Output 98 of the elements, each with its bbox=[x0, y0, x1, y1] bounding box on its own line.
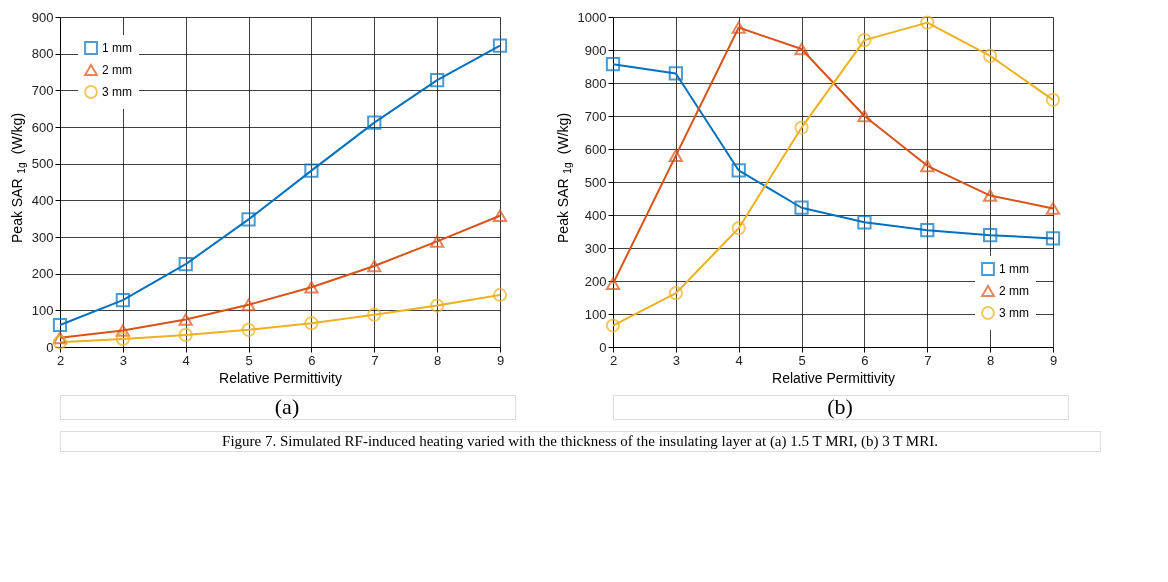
point bbox=[857, 109, 872, 123]
point bbox=[241, 298, 256, 312]
y-axis-title: Peak SAR1g (W/kg) bbox=[9, 112, 28, 243]
y-tick-label: 900 bbox=[584, 42, 607, 58]
point bbox=[857, 215, 872, 230]
point bbox=[52, 317, 68, 333]
x-tick-label: 7 bbox=[924, 352, 932, 368]
y-tick-label: 0 bbox=[599, 339, 607, 355]
x-tick-label: 7 bbox=[371, 352, 379, 368]
x-tick-label: 2 bbox=[609, 352, 618, 368]
y-tick-label: 600 bbox=[31, 119, 54, 135]
x-axis-title: Relative Permittivity bbox=[772, 369, 895, 386]
point bbox=[367, 259, 382, 273]
point bbox=[857, 32, 872, 48]
x-tick-label: 3 bbox=[119, 352, 127, 368]
point bbox=[178, 313, 193, 326]
point bbox=[430, 72, 445, 88]
point bbox=[430, 235, 445, 248]
point bbox=[920, 159, 935, 173]
point bbox=[304, 316, 319, 331]
point bbox=[983, 189, 998, 202]
x-tick-label: 8 bbox=[987, 352, 995, 368]
y-tick-label: 200 bbox=[31, 266, 54, 282]
y-tick-label: 0 bbox=[46, 339, 54, 355]
y-tick-label: 300 bbox=[584, 240, 607, 256]
point bbox=[115, 324, 130, 337]
x-tick-label: 5 bbox=[245, 352, 253, 368]
point bbox=[794, 120, 809, 135]
x-tick-label: 4 bbox=[735, 352, 743, 368]
point bbox=[920, 15, 935, 30]
point bbox=[492, 287, 508, 303]
point bbox=[1045, 92, 1061, 107]
point bbox=[492, 209, 508, 223]
y-tick-label: 600 bbox=[584, 141, 607, 157]
legend-label: 2 mm bbox=[999, 284, 1029, 298]
legend-label: 1 mm bbox=[999, 262, 1029, 276]
y-tick-label: 300 bbox=[31, 229, 54, 245]
x-tick-label: 6 bbox=[308, 352, 316, 368]
y-tick-label: 500 bbox=[31, 156, 54, 172]
point bbox=[794, 42, 809, 56]
legend-label: 3 mm bbox=[999, 306, 1029, 320]
legend-label: 1 mm bbox=[102, 41, 132, 55]
legend-label: 2 mm bbox=[102, 63, 132, 77]
point bbox=[605, 57, 621, 72]
x-tick-label: 4 bbox=[182, 352, 190, 368]
y-tick-label: 700 bbox=[584, 108, 607, 124]
text: (b) bbox=[827, 394, 853, 419]
point bbox=[983, 48, 998, 64]
y-tick-label: 500 bbox=[584, 174, 607, 190]
point bbox=[52, 331, 68, 345]
point bbox=[492, 38, 508, 53]
point bbox=[304, 280, 319, 294]
point bbox=[731, 221, 746, 236]
point bbox=[178, 327, 193, 343]
point bbox=[668, 286, 683, 301]
x-tick-label: 8 bbox=[434, 352, 442, 368]
point bbox=[731, 21, 746, 34]
x-tick-label: 9 bbox=[1049, 352, 1058, 368]
point bbox=[178, 257, 193, 272]
legend-label: 3 mm bbox=[102, 85, 132, 99]
point bbox=[668, 66, 683, 81]
point bbox=[367, 115, 382, 130]
point bbox=[731, 163, 746, 178]
y-tick-label: 400 bbox=[31, 192, 54, 208]
y-tick-label: 700 bbox=[31, 82, 54, 98]
point bbox=[605, 318, 621, 333]
x-tick-label: 5 bbox=[798, 352, 806, 368]
point bbox=[241, 212, 256, 227]
y-tick-label: 100 bbox=[584, 306, 607, 322]
y-tick-label: 900 bbox=[31, 9, 54, 25]
point bbox=[115, 292, 130, 308]
point bbox=[241, 322, 256, 337]
x-tick-label: 3 bbox=[672, 352, 680, 368]
point bbox=[1045, 231, 1061, 246]
point bbox=[920, 223, 935, 238]
point bbox=[430, 298, 445, 313]
x-tick-label: 2 bbox=[56, 352, 65, 368]
point bbox=[52, 335, 68, 350]
y-tick-label: 400 bbox=[584, 207, 607, 223]
x-tick-label: 6 bbox=[861, 352, 869, 368]
point bbox=[1045, 202, 1061, 215]
y-tick-label: 100 bbox=[31, 302, 54, 318]
point bbox=[668, 149, 683, 162]
point bbox=[304, 163, 319, 178]
y-tick-label: 1000 bbox=[577, 9, 607, 25]
point bbox=[983, 228, 998, 243]
caption: Figure 7. Simulated RF-induced heating varied with the thickness of the insulating layer at (a) 1.5 T MRI, (b) 3 T MRI. bbox=[222, 433, 938, 450]
x-axis-title: Relative Permittivity bbox=[219, 369, 342, 386]
y-tick-label: 800 bbox=[584, 75, 607, 91]
point bbox=[605, 277, 621, 290]
point bbox=[367, 307, 382, 322]
point bbox=[115, 331, 130, 347]
y-tick-label: 200 bbox=[584, 273, 607, 289]
y-axis-title: Peak SAR1g (W/kg) bbox=[555, 112, 574, 243]
text: (a) bbox=[274, 394, 300, 419]
point bbox=[794, 200, 809, 215]
x-tick-label: 9 bbox=[496, 352, 505, 368]
y-tick-label: 800 bbox=[31, 46, 54, 62]
